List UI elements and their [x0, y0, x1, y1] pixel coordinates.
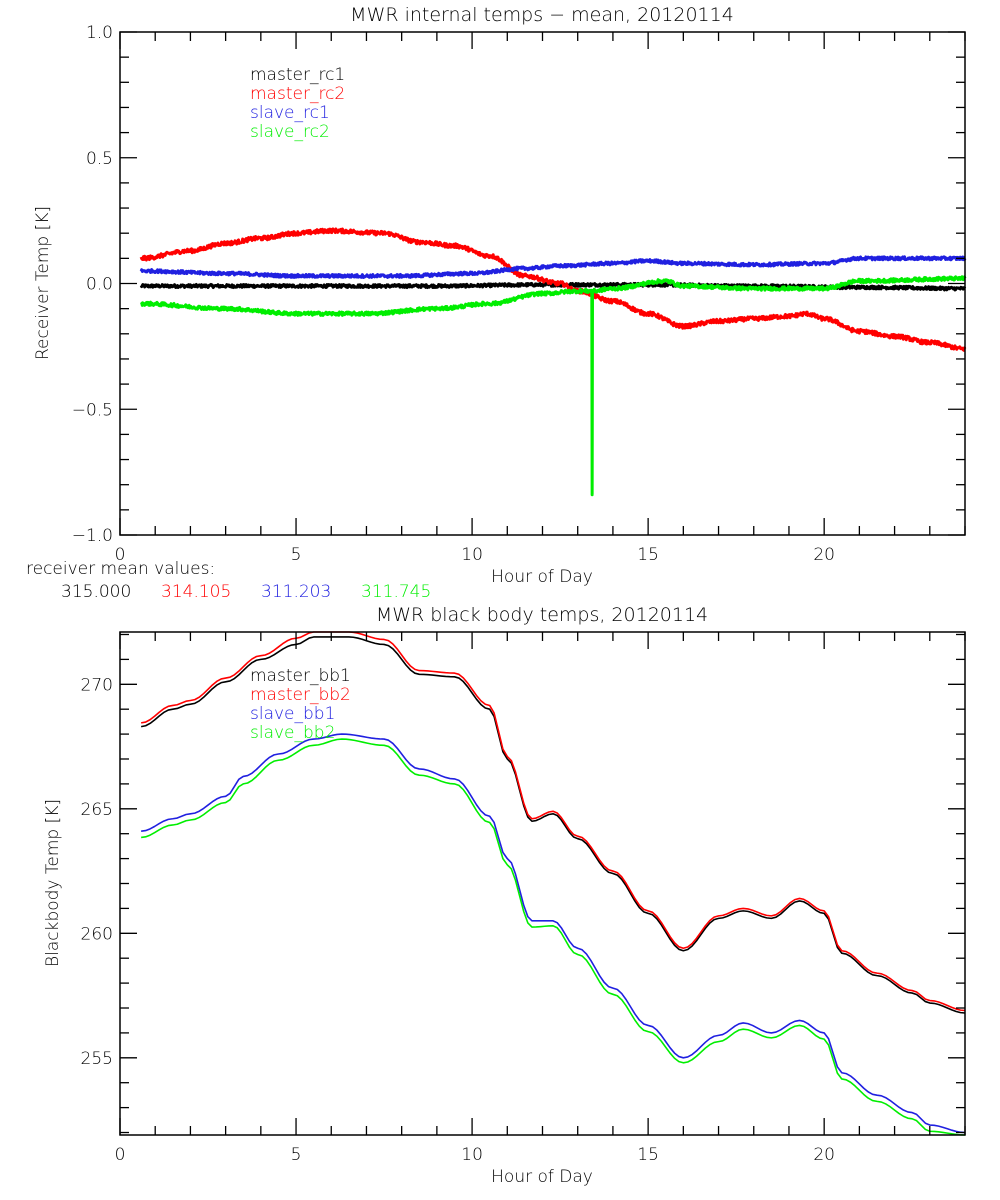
- legend-entry: slave_rc2: [250, 122, 330, 142]
- mean-value: 315.000: [61, 582, 131, 602]
- series-line-slave_bb2: [141, 738, 966, 1136]
- legend: master_rc1 master_rc2 slave_rc1 slave_rc…: [250, 65, 345, 142]
- y-tick-labels: 255 260 265 270: [81, 675, 113, 1069]
- y-tick-label: 1.0: [86, 23, 113, 43]
- legend-entry: master_rc1: [250, 65, 345, 85]
- x-tick-label: 5: [291, 545, 302, 565]
- legend-entry: slave_rc1: [250, 103, 330, 123]
- legend-entry: master_rc2: [250, 84, 345, 104]
- x-axis-label: Hour of Day: [491, 1167, 593, 1187]
- series-line-master_bb2: [140, 631, 966, 1012]
- y-tick-labels: −1.0 −0.5 0.0 0.5 1.0: [72, 23, 113, 546]
- x-tick-label: 20: [813, 1145, 835, 1165]
- series-line-master_rc2: [139, 227, 967, 352]
- x-tick-label: 15: [637, 545, 659, 565]
- x-axis-label: Hour of Day: [491, 567, 593, 587]
- x-tick-label: 10: [461, 545, 483, 565]
- x-tick-label: 0: [115, 545, 126, 565]
- chart-title: MWR internal temps − mean, 20120114: [350, 4, 734, 26]
- x-tick-label: 15: [637, 1145, 659, 1165]
- x-tick-label: 0: [115, 1145, 126, 1165]
- legend-entry: slave_bb1: [250, 704, 335, 724]
- y-axis-label: Receiver Temp [K]: [33, 206, 53, 360]
- x-tick-label: 20: [813, 545, 835, 565]
- y-tick-label: 255: [81, 1049, 113, 1069]
- legend-entry: slave_bb2: [250, 723, 335, 743]
- y-tick-label: 265: [81, 800, 113, 820]
- y-tick-label: 0.0: [86, 275, 113, 295]
- legend-entry: master_bb2: [250, 685, 351, 705]
- x-tick-labels: 0 5 10 15 20: [115, 1145, 835, 1165]
- legend-entry: master_bb1: [250, 666, 351, 686]
- y-tick-label: 0.5: [86, 149, 113, 169]
- x-tick-label: 5: [291, 1145, 302, 1165]
- series-group: [139, 227, 967, 497]
- y-axis-label: Blackbody Temp [K]: [43, 799, 63, 967]
- series-line-slave_rc2: [139, 275, 967, 497]
- mean-value: 311.745: [361, 582, 431, 602]
- x-tick-labels: 0 5 10 15 20: [115, 545, 835, 565]
- y-tick-label: −0.5: [72, 400, 113, 420]
- mean-value: 311.203: [261, 582, 331, 602]
- axis-ticks: [119, 632, 966, 1135]
- receiver-mean-values: receiver mean values: 315.000 314.105 31…: [26, 559, 431, 602]
- chart-title: MWR black body temps, 20120114: [376, 604, 708, 626]
- receiver-temps-chart: MWR internal temps − mean, 20120114 0 5 …: [26, 4, 967, 602]
- series-group: [140, 631, 966, 1136]
- blackbody-temps-chart: MWR black body temps, 20120114 0 5 10 15…: [43, 604, 966, 1187]
- y-tick-label: 260: [81, 924, 113, 944]
- x-tick-label: 10: [461, 1145, 483, 1165]
- axis-ticks: [119, 31, 966, 536]
- series-line-master_bb1: [140, 636, 966, 1014]
- mean-value: 314.105: [161, 582, 231, 602]
- y-tick-label: −1.0: [72, 526, 113, 546]
- y-tick-label: 270: [81, 675, 113, 695]
- legend: master_bb1 master_bb2 slave_bb1 slave_bb…: [250, 666, 351, 743]
- series-line-slave_bb1: [141, 733, 966, 1134]
- series-line-slave_rc1: [139, 255, 967, 279]
- annotation-label: receiver mean values:: [26, 559, 215, 579]
